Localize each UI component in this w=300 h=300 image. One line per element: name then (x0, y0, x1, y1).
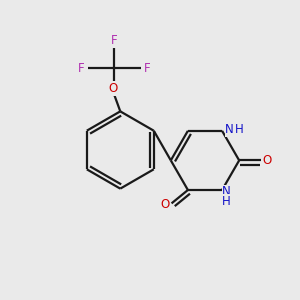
Text: O: O (108, 82, 118, 95)
Text: O: O (262, 154, 272, 167)
Text: F: F (78, 62, 84, 75)
Text: H: H (222, 195, 231, 208)
Text: N: N (222, 185, 231, 198)
Text: F: F (144, 62, 151, 75)
Text: N: N (225, 123, 234, 136)
Text: H: H (235, 123, 244, 136)
Text: O: O (160, 198, 169, 211)
Text: F: F (111, 34, 118, 47)
